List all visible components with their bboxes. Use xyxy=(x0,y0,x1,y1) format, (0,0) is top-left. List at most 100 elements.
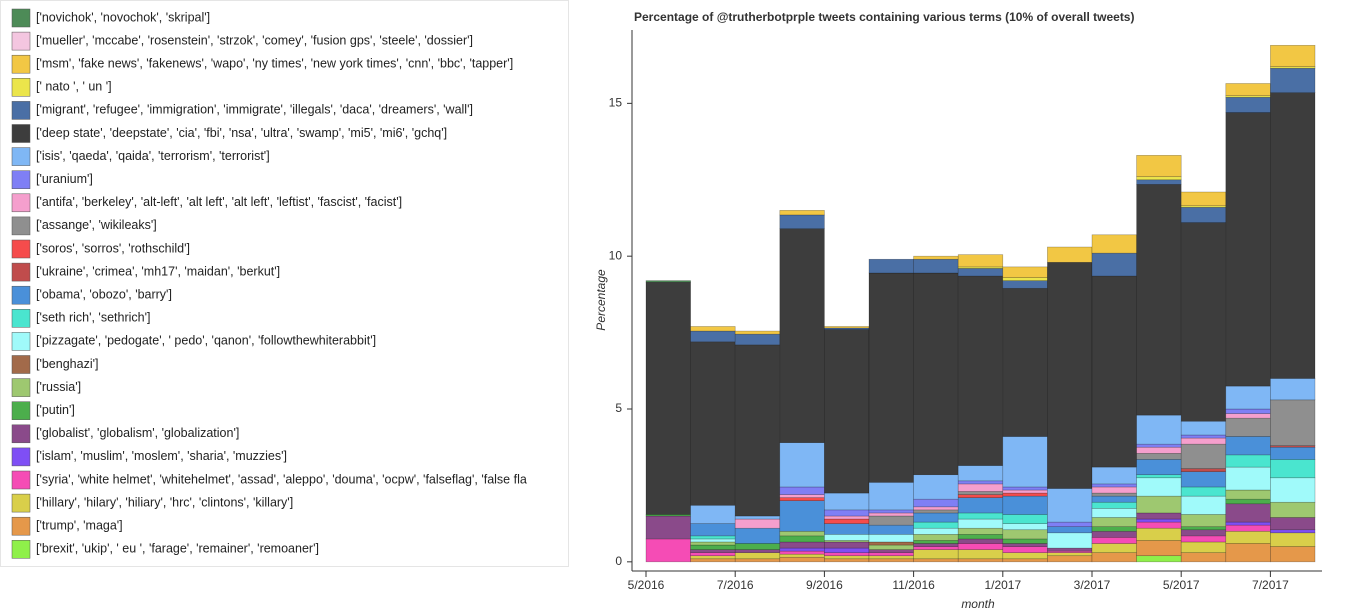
bar-segment xyxy=(1270,445,1316,448)
legend-swatch xyxy=(11,332,31,351)
bar-segment xyxy=(868,555,914,560)
bar-segment xyxy=(1047,552,1093,557)
bar-segment xyxy=(1002,552,1048,560)
bar-segment xyxy=(1136,453,1182,460)
bar-segment xyxy=(1225,408,1271,414)
x-tick-label: 3/2017 xyxy=(1074,578,1111,592)
legend-label: ['migrant', 'refugee', 'immigration', 'i… xyxy=(36,103,473,117)
bar-segment xyxy=(645,281,691,515)
bar-segment xyxy=(957,518,1004,529)
bar-segment xyxy=(1270,399,1316,446)
bar-segment xyxy=(1091,486,1137,494)
y-tick-label: 10 xyxy=(609,248,623,262)
legend-swatch xyxy=(11,124,31,143)
bar-segment xyxy=(690,552,736,557)
legend-swatch xyxy=(11,78,31,97)
bar-segment xyxy=(1180,468,1227,472)
bar-segment xyxy=(779,494,825,498)
bar-segment xyxy=(1002,495,1048,515)
bar-segment xyxy=(1136,495,1182,514)
legend-label: ['antifa', 'berkeley', 'alt-left', 'alt … xyxy=(36,195,402,209)
bar-segment xyxy=(690,341,736,506)
bar-segment xyxy=(779,228,825,443)
x-tick-label: 5/2017 xyxy=(1163,578,1200,592)
bar-segment xyxy=(1002,538,1048,544)
bar-segment xyxy=(868,549,914,553)
bar-segment xyxy=(1002,277,1048,281)
bar-segment xyxy=(1136,446,1182,454)
bar-segment xyxy=(957,549,1004,560)
bar-segment xyxy=(1270,532,1316,547)
bar-segment xyxy=(868,524,914,535)
x-tick-label: 7/2017 xyxy=(1252,578,1289,592)
legend-label: ['pizzagate', 'pedogate', ' pedo', 'qano… xyxy=(36,334,376,348)
legend-label: ['obama', 'obozo', 'barry'] xyxy=(36,287,172,301)
bar-segment xyxy=(734,527,781,544)
legend-label: ['soros', 'sorros', 'rothschild'] xyxy=(36,241,190,255)
bar-segment xyxy=(779,486,825,495)
y-tick-label: 0 xyxy=(615,554,622,568)
bar-segment xyxy=(1002,558,1048,563)
bar-segment xyxy=(734,518,781,529)
legend-swatch xyxy=(11,101,31,120)
bar-segment xyxy=(1091,466,1137,485)
bar-segment xyxy=(734,344,781,517)
legend-label: ['novichok', 'novochok', 'skripal'] xyxy=(36,10,210,24)
bar-segment xyxy=(1091,252,1137,277)
bar-segment xyxy=(779,541,825,549)
bar-segment xyxy=(957,543,1004,550)
bar-segment xyxy=(1225,466,1271,491)
bar-segment xyxy=(734,558,781,563)
bar-segment xyxy=(1136,540,1182,557)
legend-swatch xyxy=(11,355,31,374)
legend-swatch xyxy=(11,540,31,559)
legend-box xyxy=(0,0,569,567)
y-tick-label: 15 xyxy=(609,96,623,110)
bar-segment xyxy=(690,535,736,540)
bar-segment xyxy=(957,275,1004,466)
bar-segment xyxy=(1136,512,1182,520)
bar-segment xyxy=(824,552,870,557)
bar-segment xyxy=(1270,459,1316,479)
legend-swatch xyxy=(11,378,31,397)
bar-segment xyxy=(1180,526,1227,531)
bar-segment xyxy=(1180,535,1227,543)
bar-segment xyxy=(1136,459,1182,476)
legend-label: ['syria', 'white helmet', 'whitehelmet',… xyxy=(36,472,527,486)
legend-label: ['putin'] xyxy=(36,403,75,417)
bar-segment xyxy=(1270,477,1316,503)
bar-segment xyxy=(1180,191,1227,207)
bar-segment xyxy=(1002,287,1048,437)
bar-segment xyxy=(1225,96,1271,113)
bar-segment xyxy=(913,543,959,547)
bar-segment xyxy=(1047,555,1093,563)
x-tick-label: 5/2016 xyxy=(628,578,665,592)
bar-segment xyxy=(1002,266,1048,278)
bar-segment xyxy=(645,515,691,540)
legend-label: ['isis', 'qaeda', 'qaida', 'terrorism', … xyxy=(36,149,270,163)
bar-segment xyxy=(1136,521,1182,529)
bar-segment xyxy=(913,527,959,535)
bar-segment xyxy=(779,210,825,216)
bar-segment xyxy=(1091,501,1137,509)
bar-segment xyxy=(913,549,959,560)
bar-segment xyxy=(1270,44,1316,67)
bar-segment xyxy=(957,497,1004,514)
bar-segment xyxy=(1270,67,1316,93)
bar-segment xyxy=(1047,547,1093,552)
bar-segment xyxy=(779,497,825,502)
legend-swatch xyxy=(11,401,31,420)
bar-segment xyxy=(957,491,1004,495)
bar-segment xyxy=(779,500,825,532)
y-tick-label: 5 xyxy=(615,401,622,415)
bar-segment xyxy=(957,483,1004,492)
bar-segment xyxy=(868,482,914,511)
bar-segment xyxy=(779,553,825,558)
bar-segment xyxy=(913,558,959,563)
bar-segment xyxy=(1136,176,1182,181)
bar-segment xyxy=(824,534,870,541)
bar-segment xyxy=(1180,552,1227,563)
bar-segment xyxy=(824,541,870,549)
bar-segment xyxy=(1002,529,1048,540)
bar-segment xyxy=(1091,530,1137,538)
